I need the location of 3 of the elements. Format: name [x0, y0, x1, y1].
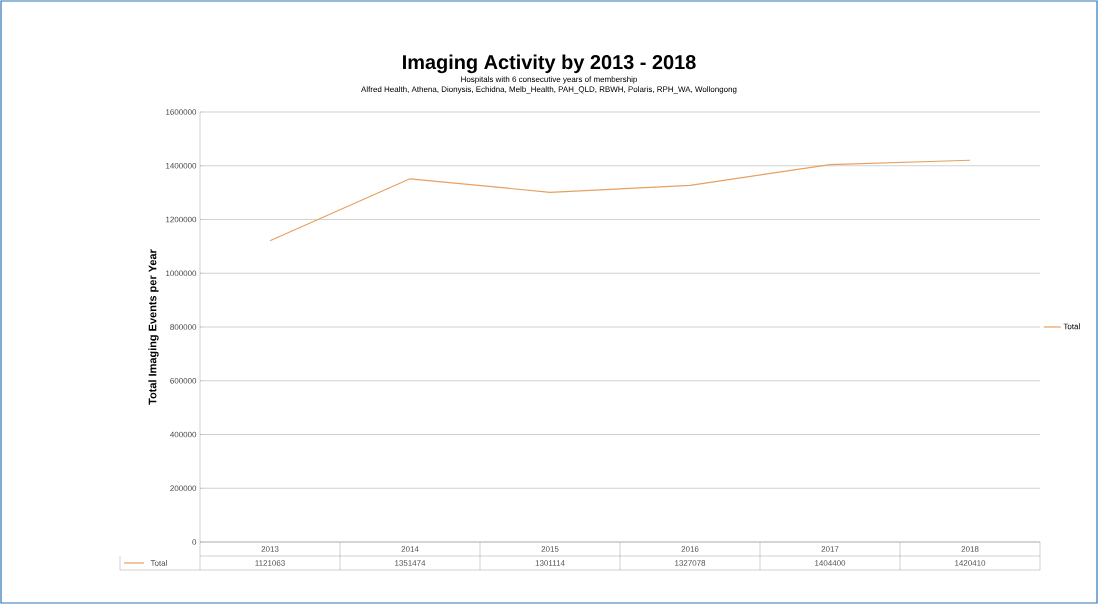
- line-series: [269, 159, 971, 242]
- chart-title: Imaging Activity by 2013 - 2018: [403, 54, 696, 74]
- y-axis-title: Total Imaging Events per Year: [148, 249, 159, 405]
